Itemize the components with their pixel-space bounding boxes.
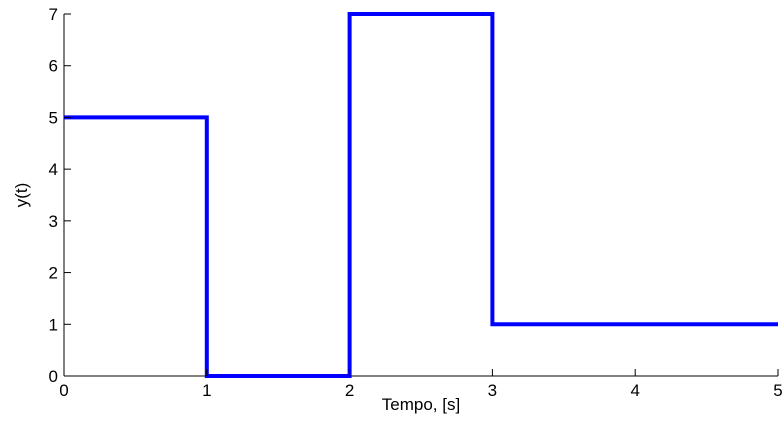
y-tick-label: 2	[49, 264, 58, 283]
y-tick-label: 5	[49, 108, 58, 127]
y-tick-label: 3	[49, 212, 58, 231]
y-tick-label: 1	[49, 315, 58, 334]
x-tick-label: 4	[630, 381, 639, 400]
series-layer	[64, 12, 778, 378]
x-tick-label: 1	[202, 381, 211, 400]
ticks-layer: 0 1 2 3 4 5 0 1 2 3 4 5 6 7	[49, 5, 783, 400]
axes	[63, 14, 778, 377]
y-axis-label: y(t)	[12, 183, 31, 208]
y-tick-label: 7	[49, 5, 58, 24]
x-tick-label: 0	[59, 381, 68, 400]
series-line	[64, 12, 778, 378]
x-tick-label: 5	[773, 381, 782, 400]
x-tick-label: 3	[488, 381, 497, 400]
y-tick-label: 0	[49, 367, 58, 386]
y-tick-label: 6	[49, 57, 58, 76]
x-axis-label: Tempo, [s]	[382, 395, 460, 414]
x-tick-label: 2	[345, 381, 354, 400]
plot-area	[64, 14, 778, 376]
y-tick-label: 4	[49, 160, 58, 179]
